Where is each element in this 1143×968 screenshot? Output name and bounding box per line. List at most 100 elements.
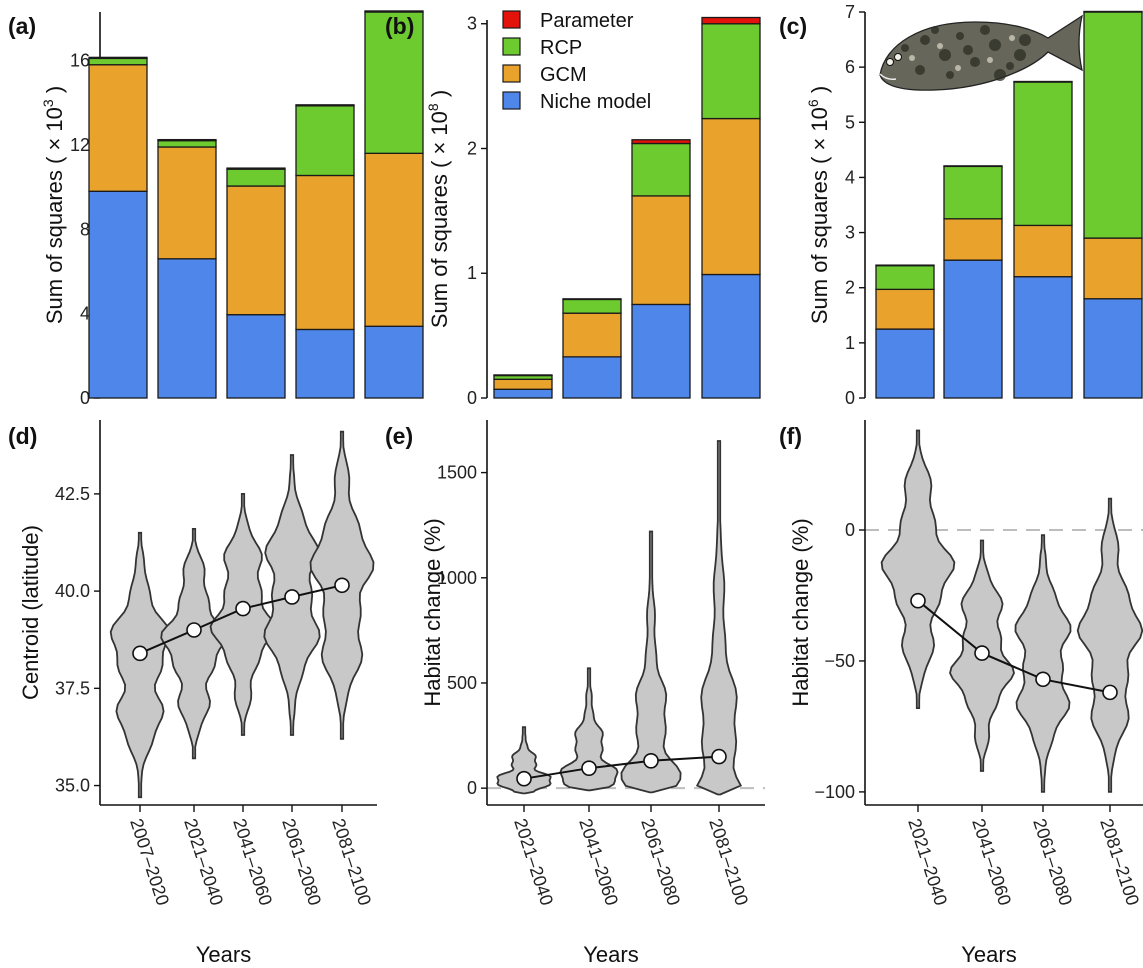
bar-rcp-2041-2060 bbox=[943, 165, 1003, 220]
bar-parameter-2021-2040 bbox=[493, 374, 553, 377]
y-tick-label: −50 bbox=[824, 651, 855, 671]
bar-rcp-2061-2080 bbox=[631, 142, 691, 197]
fish-light-spot bbox=[987, 57, 993, 63]
y-tick-label: 3 bbox=[467, 14, 477, 34]
fish-spot bbox=[989, 39, 1001, 51]
x-tick-label: 2081–2100 bbox=[328, 816, 375, 908]
mean-point-2021-2040 bbox=[910, 592, 926, 609]
violin-2081-2100 bbox=[695, 440, 743, 796]
y-tick-label: −100 bbox=[814, 782, 855, 802]
y-tick-label: 0 bbox=[845, 520, 855, 540]
y-axis-title: Sum of squares ( × 108 ) bbox=[425, 90, 452, 328]
panel-f-violin-chart: −100 −50 0 2021–2040 2041–2060 2061–2080 2081–… bbox=[788, 420, 1143, 967]
bar-niche-model-2041-2060 bbox=[943, 259, 1003, 399]
bar-gcm-2021-2040 bbox=[493, 378, 553, 390]
mean-point-2041-2060 bbox=[974, 645, 990, 661]
x-axis-title: Years bbox=[583, 942, 638, 967]
fish-spot bbox=[939, 49, 951, 61]
bar-gcm-2081-2100 bbox=[1083, 237, 1143, 300]
legend-label-niche-model: Niche model bbox=[540, 91, 651, 113]
bar-niche-model-2081-2100 bbox=[701, 273, 761, 399]
x-tick-label: 2021–2040 bbox=[510, 816, 557, 908]
fish-spot bbox=[915, 65, 925, 75]
x-tick-label: 2007–2020 bbox=[126, 816, 173, 908]
flatfish-icon bbox=[879, 14, 1083, 91]
fish-light-spot bbox=[937, 43, 943, 49]
x-axis-title: Years bbox=[961, 942, 1016, 967]
y-tick-label: 0 bbox=[467, 388, 477, 408]
fish-spot bbox=[970, 57, 980, 67]
bar-gcm-2041-2060 bbox=[226, 185, 286, 316]
x-tick-label: 2081–2100 bbox=[1096, 816, 1143, 908]
fish-eye bbox=[886, 58, 894, 66]
legend-swatch-parameter bbox=[502, 10, 521, 29]
mean-point-2061-2080 bbox=[1035, 671, 1051, 688]
bar-parameter-2041-2060 bbox=[943, 165, 1003, 168]
y-tick-label: 4 bbox=[845, 167, 855, 187]
fish-spot bbox=[994, 69, 1006, 81]
fish-spot bbox=[980, 25, 990, 35]
panel-label-f: (f) bbox=[779, 423, 802, 449]
x-tick-label: 2061–2080 bbox=[637, 816, 684, 908]
mean-trend-line bbox=[523, 755, 720, 780]
bar-parameter-2061-2080 bbox=[1013, 80, 1073, 83]
y-tick-label: 5 bbox=[845, 112, 855, 132]
legend-label-rcp: RCP bbox=[540, 37, 582, 59]
y-tick-label: 8 bbox=[80, 219, 90, 239]
y-axis-title: Sum of squares ( × 103 ) bbox=[40, 86, 67, 324]
y-tick-label: 1 bbox=[845, 333, 855, 353]
fish-spot bbox=[920, 35, 930, 45]
violin-2021-2040 bbox=[880, 429, 956, 709]
bar-parameter-2041-2060 bbox=[562, 298, 622, 301]
mean-point-2081-2100 bbox=[1102, 684, 1118, 701]
bar-niche-model-2081-2100 bbox=[1083, 298, 1143, 399]
y-tick-label: 2 bbox=[845, 278, 855, 298]
y-tick-label: 6 bbox=[845, 57, 855, 77]
fish-spot bbox=[946, 71, 954, 79]
mean-point-2021-2040 bbox=[516, 770, 532, 787]
fish-body bbox=[879, 14, 1083, 91]
bar-niche-model-2061-2080 bbox=[295, 328, 355, 399]
panel-label-e: (e) bbox=[385, 423, 413, 449]
y-tick-label: 1000 bbox=[437, 568, 477, 588]
y-tick-label: 1500 bbox=[437, 463, 477, 483]
violin-2021-2040 bbox=[160, 528, 228, 760]
bar-rcp-2021-2040 bbox=[875, 265, 935, 291]
y-tick-label: 1 bbox=[467, 263, 477, 283]
legend-swatch-gcm bbox=[502, 64, 521, 83]
mean-point-2081-2100 bbox=[711, 748, 727, 765]
violin-2061-2080 bbox=[1014, 534, 1072, 793]
mean-trend-line bbox=[917, 599, 1111, 694]
bar-rcp-2081-2100 bbox=[1083, 11, 1143, 239]
x-tick-label: 2021–2040 bbox=[180, 816, 227, 908]
y-tick-label: 2 bbox=[467, 138, 477, 158]
legend-swatch-niche-model bbox=[502, 91, 521, 110]
bar-gcm-2007-2020 bbox=[88, 64, 148, 192]
bar-niche-model-2041-2060 bbox=[226, 314, 286, 399]
legend-swatch-rcp bbox=[502, 37, 521, 56]
y-tick-label: 4 bbox=[80, 304, 90, 324]
y-tick-label: 7 bbox=[845, 2, 855, 22]
y-tick-label: 12 bbox=[70, 135, 90, 155]
bar-gcm-2021-2040 bbox=[875, 288, 935, 330]
fish-light-spot bbox=[1009, 35, 1015, 41]
legend-label-gcm: GCM bbox=[540, 64, 587, 86]
bar-rcp-2007-2020 bbox=[88, 57, 148, 66]
legend: Parameter RCP GCM Niche model bbox=[502, 10, 651, 113]
y-tick-label: 3 bbox=[845, 223, 855, 243]
y-tick-label: 42.5 bbox=[55, 484, 90, 504]
fish-light-spot bbox=[955, 65, 961, 71]
bar-niche-model-2061-2080 bbox=[1013, 276, 1073, 399]
mean-point-2007-2020 bbox=[132, 645, 148, 662]
y-tick-label: 40.0 bbox=[55, 581, 90, 601]
bar-rcp-2041-2060 bbox=[562, 298, 622, 314]
bar-gcm-2061-2080 bbox=[631, 195, 691, 306]
x-tick-label: 2041–2060 bbox=[229, 816, 276, 908]
bar-parameter-2007-2020 bbox=[88, 56, 148, 60]
panel-label-a: (a) bbox=[8, 13, 36, 39]
mean-point-2021-2040 bbox=[186, 622, 202, 638]
y-tick-label: 0 bbox=[467, 778, 477, 798]
bar-niche-model-2021-2040 bbox=[493, 388, 553, 399]
bar-parameter-2061-2080 bbox=[631, 139, 691, 145]
